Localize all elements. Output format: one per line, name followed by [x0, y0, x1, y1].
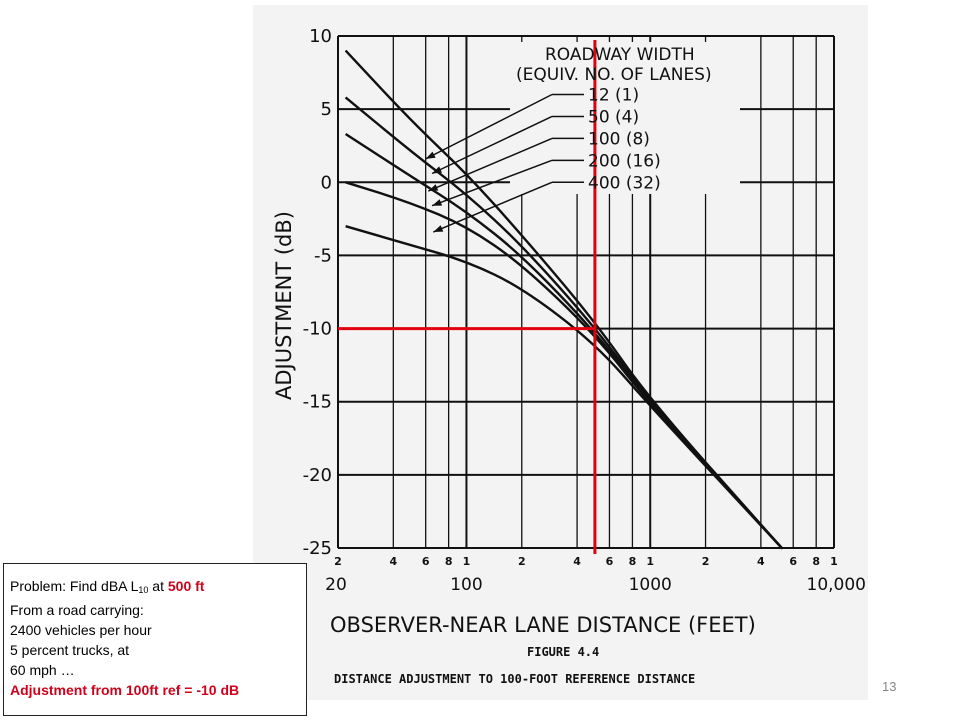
grid — [337, 35, 835, 549]
series-curve — [345, 181, 783, 549]
legend-title-line1: ROADWAY WIDTH — [545, 45, 695, 65]
page-number: 13 — [882, 679, 897, 694]
legend-entry: 400 (32) — [588, 173, 661, 193]
problem-text-mid: at — [148, 578, 168, 594]
x-axis-label: OBSERVER-NEAR LANE DISTANCE (FEET) — [330, 613, 756, 637]
x-minor-tick-label: 6 — [422, 555, 430, 568]
x-minor-tick-label: 1 — [463, 555, 471, 568]
problem-line-1: Problem: Find dBA L10 at 500 ft — [10, 576, 300, 600]
x-minor-tick-label: 2 — [518, 555, 526, 568]
curves — [344, 49, 783, 550]
distance-highlight: 500 ft — [167, 578, 205, 594]
legend-arrowhead — [425, 151, 436, 159]
y-tick-label: -25 — [303, 538, 332, 559]
x-major-tick-label: 100 — [450, 575, 482, 595]
x-major-tick-label: 20 — [325, 575, 347, 595]
x-minor-tick-label: 4 — [389, 555, 397, 568]
x-minor-tick-label: 2 — [334, 555, 342, 568]
x-minor-tick-label: 8 — [445, 555, 453, 568]
y-tick-label: -10 — [303, 319, 332, 340]
legend-entry: 100 (8) — [588, 129, 650, 149]
problem-line-4: 5 percent trucks, at — [10, 642, 130, 658]
figure-caption: DISTANCE ADJUSTMENT TO 100-FOOT REFERENC… — [334, 672, 695, 686]
problem-line-3: 2400 vehicles per hour — [10, 622, 152, 638]
legend-arrowhead — [433, 225, 444, 232]
x-minor-tick-label: 8 — [629, 555, 637, 568]
legend-leader — [431, 159, 553, 207]
subscript-10: 10 — [138, 585, 149, 595]
y-tick-label: -5 — [314, 245, 332, 266]
x-major-tick-label: 1000 — [629, 575, 672, 595]
x-minor-tick-label: 2 — [702, 555, 710, 568]
y-tick-label: 0 — [321, 172, 332, 193]
y-axis-label: ADJUSTMENT (dB) — [272, 211, 296, 400]
problem-line-2: From a road carrying: — [10, 602, 144, 618]
x-minor-tick-label: 4 — [757, 555, 765, 568]
problem-text: Problem: Find dBA L — [10, 578, 139, 594]
adjustment-result: Adjustment from 100ft ref = -10 dB — [10, 682, 240, 698]
legend-leader — [432, 181, 553, 233]
legend-title-line2: (EQUIV. NO. OF LANES) — [516, 65, 712, 85]
y-tick-label: 5 — [321, 99, 332, 120]
problem-line-5: 60 mph … — [10, 662, 75, 678]
figure-title: FIGURE 4.4 — [527, 645, 599, 659]
y-tick-label: 10 — [309, 26, 332, 47]
x-minor-tick-label: 6 — [789, 555, 797, 568]
legend-leader — [428, 137, 553, 192]
legend-arrowhead — [432, 166, 442, 174]
series-curve — [345, 225, 783, 550]
x-major-tick-label: 10,000 — [807, 575, 866, 595]
x-minor-tick-label: 1 — [646, 555, 654, 568]
legend-arrowhead — [432, 199, 443, 206]
x-minor-tick-label: 1 — [830, 555, 838, 568]
legend-leader — [431, 115, 553, 175]
y-tick-label: -20 — [303, 465, 332, 486]
red-annotation — [338, 40, 597, 554]
legend-entry: 50 (4) — [588, 107, 639, 127]
legend-leader — [425, 93, 553, 160]
x-minor-tick-label: 6 — [606, 555, 614, 568]
series-curve — [344, 132, 783, 549]
legend-arrowhead — [428, 184, 439, 192]
legend-entry: 12 (1) — [588, 86, 639, 106]
x-minor-tick-label: 4 — [573, 555, 581, 568]
chart-text: ROADWAY WIDTH (EQUIV. NO. OF LANES) OBSE… — [272, 26, 866, 686]
x-minor-tick-label: 8 — [812, 555, 820, 568]
y-tick-label: -15 — [303, 392, 332, 413]
problem-statement-box: Problem: Find dBA L10 at 500 ft From a r… — [3, 563, 307, 716]
legend-entry: 200 (16) — [588, 151, 661, 171]
